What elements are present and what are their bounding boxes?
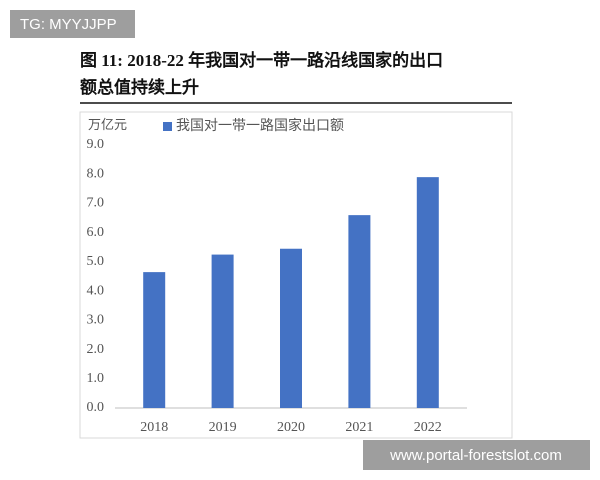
chart-title: 图 11: 2018-22 年我国对一带一路沿线国家的出口 [80,50,443,70]
legend-label: 我国对一带一路国家出口额 [176,117,344,134]
watermark-box [363,440,590,470]
bar [348,215,371,408]
legend-swatch [163,122,172,131]
y-tick-label: 5.0 [87,254,105,269]
y-tick-label: 9.0 [87,137,105,152]
x-tick-label: 2022 [414,420,442,435]
y-tick-label: 7.0 [87,196,105,211]
watermark: TG: MYYJJPP [20,16,117,33]
y-tick-label: 3.0 [87,313,105,328]
y-tick-label: 6.0 [87,225,105,240]
x-tick-label: 2020 [277,420,305,435]
watermark: www.portal-forestslot.com [389,447,562,464]
x-tick-label: 2019 [209,420,237,435]
bar [211,254,234,408]
x-tick-label: 2018 [140,420,168,435]
y-tick-label: 1.0 [87,371,105,386]
x-tick-label: 2021 [345,420,373,435]
y-tick-label: 0.0 [87,400,105,415]
y-tick-label: 4.0 [87,283,105,298]
y-tick-label: 8.0 [87,166,105,181]
watermark-box [10,10,135,38]
chart-title: 额总值持续上升 [80,77,199,97]
bar [143,272,166,408]
y-unit: 万亿元 [88,117,127,132]
bar [416,177,439,408]
bar [280,248,302,408]
y-tick-label: 2.0 [87,342,105,357]
